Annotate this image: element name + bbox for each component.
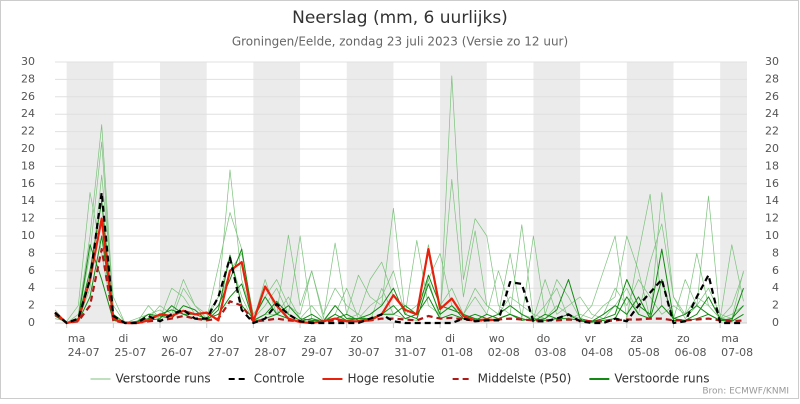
y-tick-label: 18 [21, 159, 35, 172]
legend-item: Verstoorde runs [589, 372, 709, 386]
y-tick-label: 26 [21, 90, 35, 103]
plot-lines [54, 75, 744, 325]
x-date-label: 06-08 [674, 346, 706, 359]
y2-tick-label: 0 [772, 316, 779, 329]
x-weekday-label: do [537, 332, 551, 345]
x-weekday-label: ma [395, 332, 412, 345]
y2-tick-label: 4 [772, 281, 779, 294]
x-weekday-label: za [304, 332, 317, 345]
x-weekday-label: ma [721, 332, 738, 345]
x-date-label: 31-07 [394, 346, 426, 359]
x-date-label: 02-08 [488, 346, 520, 359]
x-weekday-label: di [118, 332, 128, 345]
y-tick-label: 10 [21, 229, 35, 242]
y2-tick-label: 12 [765, 212, 779, 225]
ensemble-line [54, 174, 744, 324]
legend-item: Controle [228, 372, 305, 386]
chart-title: Neerslag (mm, 6 uurlijks) [292, 8, 508, 28]
y-tick-label: 28 [21, 72, 35, 85]
day-band [346, 62, 394, 323]
y-tick-label: 0 [28, 316, 35, 329]
legend-label: Controle [254, 372, 305, 386]
y2-tick-label: 8 [772, 246, 779, 259]
x-date-label: 26-07 [161, 346, 193, 359]
y-tick-label: 4 [28, 281, 35, 294]
y2-tick-label: 18 [765, 159, 779, 172]
x-weekday-label: vr [585, 332, 597, 345]
y2-tick-label: 30 [765, 55, 779, 68]
y-tick-label: 2 [28, 299, 35, 312]
y-tick-label: 20 [21, 142, 35, 155]
series-line [54, 191, 744, 325]
x-date-label: 30-07 [348, 346, 380, 359]
y-tick-label: 12 [21, 212, 35, 225]
x-date-label: 07-08 [721, 346, 753, 359]
x-date-label: 29-07 [301, 346, 333, 359]
y2-tick-label: 10 [765, 229, 779, 242]
x-weekday-label: do [210, 332, 224, 345]
legend: Verstoorde runs Controle Hoge resolutie Mid… [90, 372, 709, 386]
y2-tick-label: 6 [772, 264, 779, 277]
x-weekday-label: za [631, 332, 644, 345]
ensemble-line [54, 235, 744, 324]
y-tick-label: 8 [28, 246, 35, 259]
x-weekday-label: di [445, 332, 455, 345]
x-weekday-label: ma [68, 332, 85, 345]
legend-label: Hoge resolutie [347, 372, 434, 386]
y2-tick-label: 24 [765, 107, 779, 120]
x-weekday-label: wo [162, 332, 178, 345]
day-band [626, 62, 674, 323]
legend-label: Verstoorde runs [116, 372, 211, 386]
x-date-label: 24-07 [68, 346, 100, 359]
x-weekday-label: vr [258, 332, 270, 345]
x-date-label: 27-07 [208, 346, 240, 359]
y-tick-label: 22 [21, 125, 35, 138]
legend-label: Middelste (P50) [478, 372, 572, 386]
x-weekday-label: zo [350, 332, 363, 345]
x-date-label: 25-07 [114, 346, 146, 359]
y2-tick-label: 28 [765, 72, 779, 85]
x-date-label: 28-07 [254, 346, 286, 359]
legend-item: Hoge resolutie [322, 372, 435, 386]
x-date-label: 05-08 [628, 346, 660, 359]
legend-item: Verstoorde runs [90, 372, 211, 386]
y2-tick-label: 26 [765, 90, 779, 103]
y2-tick-label: 16 [765, 177, 779, 190]
y2-tick-label: 22 [765, 125, 779, 138]
legend-item: Middelste (P50) [452, 372, 572, 386]
x-date-label: 04-08 [581, 346, 613, 359]
y-tick-label: 30 [21, 55, 35, 68]
y-tick-label: 16 [21, 177, 35, 190]
y2-tick-label: 14 [765, 194, 779, 207]
x-date-label: 03-08 [534, 346, 566, 359]
series-line [54, 248, 744, 325]
day-band [720, 62, 747, 323]
source: Bron: ECMWF/KNMI [702, 387, 789, 397]
x-weekday-label: wo [489, 332, 505, 345]
legend-label: Verstoorde runs [614, 372, 709, 386]
y-tick-label: 14 [21, 194, 35, 207]
y2-tick-label: 20 [765, 142, 779, 155]
x-date-label: 01-08 [441, 346, 473, 359]
chart-subtitle: Groningen/Eelde, zondag 23 juli 2023 (Ve… [232, 35, 568, 49]
background: ma24-07di25-07wo26-07do27-07vr28-07za29-… [21, 55, 779, 359]
y2-tick-label: 2 [772, 299, 779, 312]
y-tick-label: 24 [21, 107, 35, 120]
x-weekday-label: zo [677, 332, 690, 345]
ensemble-line [54, 141, 744, 324]
y-tick-label: 6 [28, 264, 35, 277]
day-band [160, 62, 207, 323]
